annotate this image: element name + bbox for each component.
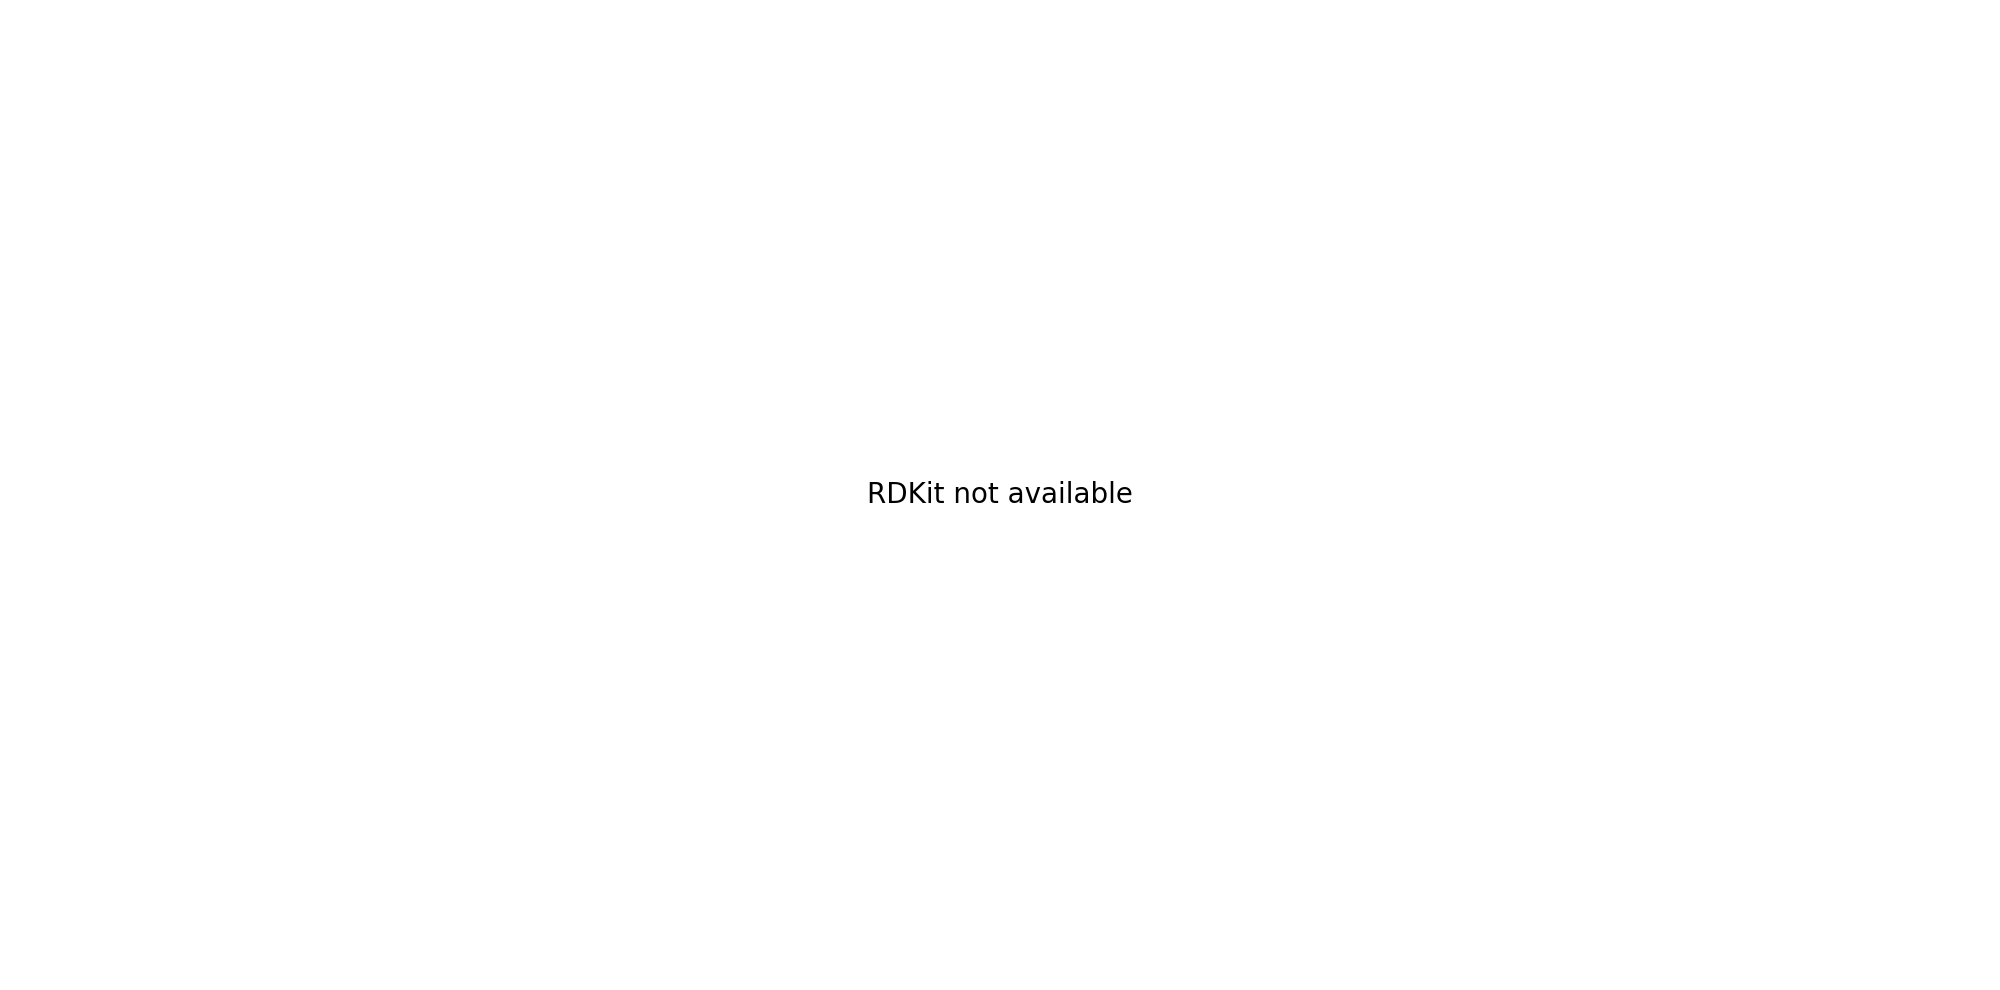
Text: RDKit not available: RDKit not available — [868, 481, 1132, 509]
